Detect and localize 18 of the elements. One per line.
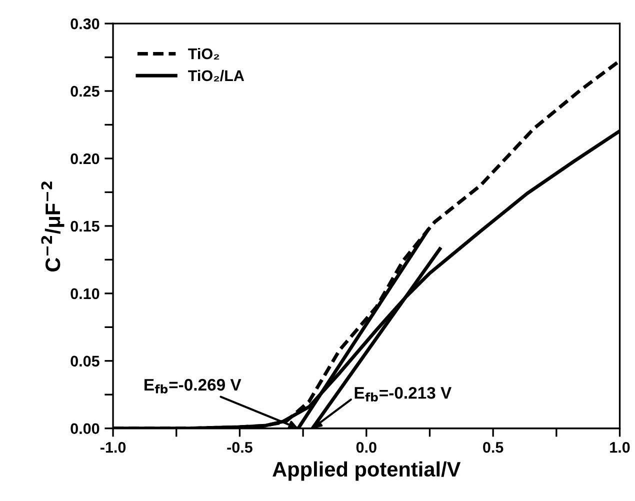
x-tick-label: -0.5 [227,442,252,453]
x-tick-label: 0.0 [356,442,376,453]
x-tick-label: 1.0 [610,442,630,453]
annotation: E$_{fb}$=-0.269 V [144,378,242,394]
y-tick-label: 0.30 [70,18,100,30]
x-tick-label: -1.0 [100,442,126,453]
legend-label: TiO₂/LA [188,70,244,82]
y-tick-label: 0.20 [70,153,100,164]
y-tick-label: 0.00 [70,423,100,434]
annotation: E$_{fb}$=-0.213 V [354,387,452,402]
y-tick-label: 0.05 [70,356,100,367]
y-tick-label: 0.10 [70,288,100,300]
x-tick-label: 0.5 [483,442,504,453]
legend-label: TiO₂ [188,48,220,60]
x-axis-title: Applied potential/V [272,461,461,481]
y-axis-title: C$^{−2}$/μF$^{−2}$ [41,182,64,272]
y-tick-label: 0.25 [70,86,100,97]
y-tick-label: 0.15 [70,220,100,232]
